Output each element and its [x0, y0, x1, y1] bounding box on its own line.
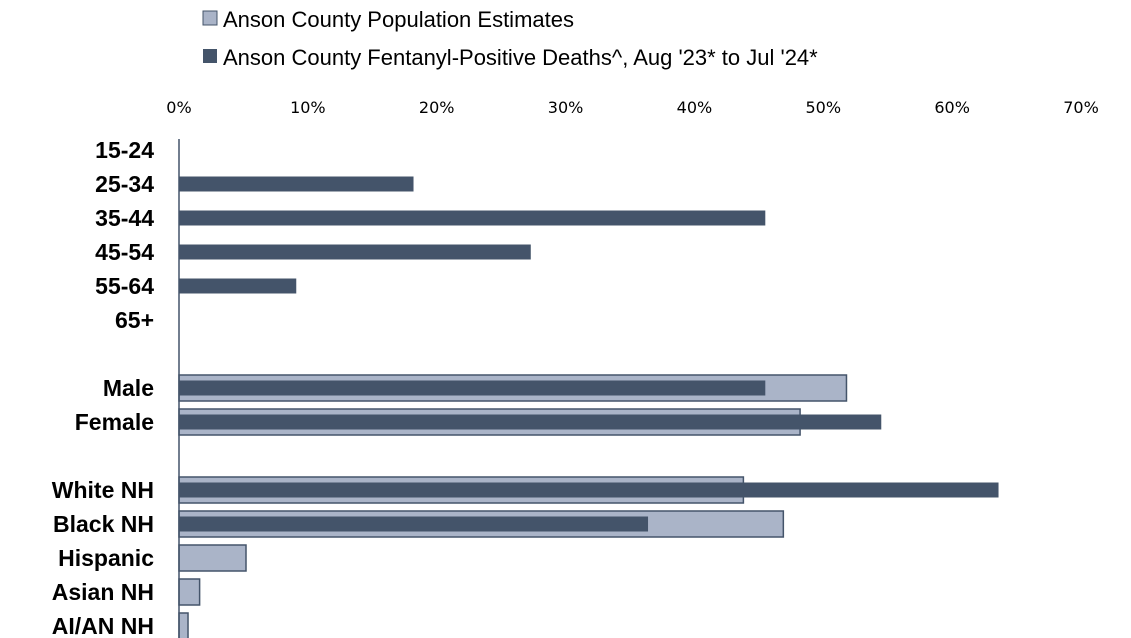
legend-swatch-population — [203, 11, 217, 25]
x-axis-ticks: 0% 10% 20% 30% 40% 50% 60% 70% — [166, 98, 1098, 117]
legend-swatch-deaths — [203, 49, 217, 63]
bar-population — [179, 579, 200, 605]
bar-fentanyl-deaths — [179, 211, 765, 226]
x-tick-label: 50% — [806, 98, 842, 117]
category-label: White NH — [52, 477, 154, 503]
legend: Anson County Population Estimates Anson C… — [203, 7, 818, 70]
x-tick-label: 40% — [677, 98, 713, 117]
legend-label-population: Anson County Population Estimates — [223, 7, 574, 32]
bar-fentanyl-deaths — [179, 415, 881, 430]
bars — [179, 177, 999, 638]
category-label: AI/AN NH — [52, 613, 154, 638]
category-label: Hispanic — [58, 545, 154, 571]
legend-label-deaths: Anson County Fentanyl-Positive Deaths^, … — [223, 45, 818, 70]
bar-fentanyl-deaths — [179, 483, 999, 498]
x-tick-label: 70% — [1063, 98, 1099, 117]
category-label: Male — [103, 375, 154, 401]
category-label: Black NH — [53, 511, 154, 537]
category-label: 25-34 — [95, 171, 154, 197]
bar-fentanyl-deaths — [179, 381, 765, 396]
x-tick-label: 60% — [934, 98, 970, 117]
category-label: Asian NH — [52, 579, 154, 605]
category-label: Female — [75, 409, 154, 435]
x-tick-label: 10% — [290, 98, 326, 117]
bar-fentanyl-deaths — [179, 177, 414, 192]
category-label: 45-54 — [95, 239, 154, 265]
category-label: 35-44 — [95, 205, 154, 231]
bar-population — [179, 613, 188, 638]
bar-fentanyl-deaths — [179, 245, 531, 260]
category-label: 55-64 — [95, 273, 154, 299]
category-labels: 15-24 25-34 35-44 45-54 55-64 65+ Male Female Wh… — [52, 137, 154, 638]
category-label: 65+ — [115, 307, 154, 333]
x-tick-label: 0% — [166, 98, 191, 117]
bar-population — [179, 545, 246, 571]
x-tick-label: 30% — [548, 98, 584, 117]
category-label: 15-24 — [95, 137, 154, 163]
bar-fentanyl-deaths — [179, 279, 296, 294]
bar-fentanyl-deaths — [179, 517, 648, 532]
x-tick-label: 20% — [419, 98, 455, 117]
